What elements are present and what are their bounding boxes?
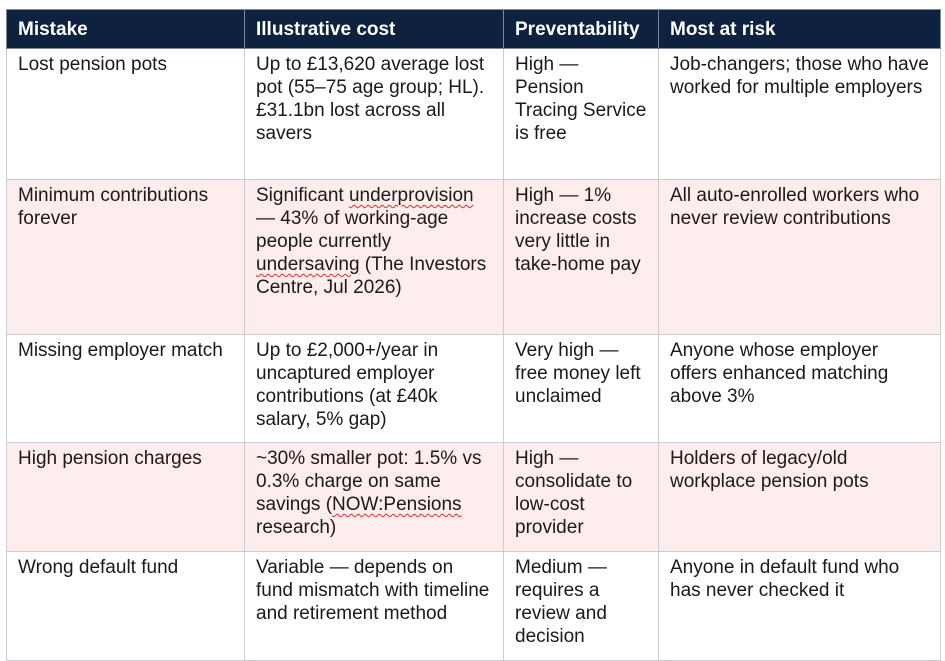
cell-preventability: Medium — requires a review and decision bbox=[503, 551, 659, 661]
table-row: Missing employer match Up to £2,000+/yea… bbox=[6, 334, 941, 443]
cost-text: — 43% of working-age people currently bbox=[256, 208, 449, 252]
header-illustrative-cost: Illustrative cost bbox=[244, 9, 504, 49]
cell-cost: Up to £2,000+/year in uncaptured employe… bbox=[244, 334, 504, 443]
cost-text: Significant bbox=[256, 185, 349, 206]
cell-preventability: High — 1% increase costs very little in … bbox=[503, 179, 659, 335]
cell-cost: Variable — depends on fund mismatch with… bbox=[244, 551, 504, 661]
cell-cost: Significant underprovision — 43% of work… bbox=[244, 179, 504, 335]
cell-mistake: Lost pension pots bbox=[6, 48, 245, 180]
spellcheck-word[interactable]: NOW:Pensions bbox=[332, 494, 462, 515]
cell-at-risk: Anyone whose employer offers enhanced ma… bbox=[658, 334, 941, 443]
cell-preventability: High — consolidate to low-cost provider bbox=[503, 442, 659, 552]
pension-mistakes-table-container: Mistake Illustrative cost Preventability… bbox=[6, 9, 941, 661]
table-row: Minimum contributions forever Significan… bbox=[6, 179, 941, 335]
cell-preventability: High — Pension Tracing Service is free bbox=[503, 48, 659, 180]
spellcheck-word[interactable]: undersaving bbox=[256, 254, 360, 275]
cell-at-risk: Job-changers; those who have worked for … bbox=[658, 48, 941, 180]
table-row: Wrong default fund Variable — depends on… bbox=[6, 551, 941, 661]
cell-at-risk: All auto-enrolled workers who never revi… bbox=[658, 179, 941, 335]
header-preventability: Preventability bbox=[503, 9, 659, 49]
header-most-at-risk: Most at risk bbox=[658, 9, 941, 49]
table-row: High pension charges ~30% smaller pot: 1… bbox=[6, 442, 941, 552]
pension-mistakes-table: Mistake Illustrative cost Preventability… bbox=[6, 9, 941, 661]
table-row: Lost pension pots Up to £13,620 average … bbox=[6, 48, 941, 180]
cell-at-risk: Anyone in default fund who has never che… bbox=[658, 551, 941, 661]
cell-preventability: Very high — free money left unclaimed bbox=[503, 334, 659, 443]
header-mistake: Mistake bbox=[6, 9, 245, 49]
cell-cost: Up to £13,620 average lost pot (55–75 ag… bbox=[244, 48, 504, 180]
cell-at-risk: Holders of legacy/old workplace pension … bbox=[658, 442, 941, 552]
header-row: Mistake Illustrative cost Preventability… bbox=[6, 9, 941, 49]
cell-mistake: Minimum contributions forever bbox=[6, 179, 245, 335]
cost-text: research) bbox=[256, 517, 337, 538]
spellcheck-word[interactable]: underprovision bbox=[348, 185, 474, 206]
cell-mistake: High pension charges bbox=[6, 442, 245, 552]
cell-mistake: Missing employer match bbox=[6, 334, 245, 443]
cell-mistake: Wrong default fund bbox=[6, 551, 245, 661]
cell-cost: ~30% smaller pot: 1.5% vs 0.3% charge on… bbox=[244, 442, 504, 552]
cost-text: ~30% smaller pot: 1.5% vs 0.3% charge on… bbox=[256, 448, 482, 515]
cost-text: (The Investors Centre, Jul 2026) bbox=[256, 254, 487, 298]
